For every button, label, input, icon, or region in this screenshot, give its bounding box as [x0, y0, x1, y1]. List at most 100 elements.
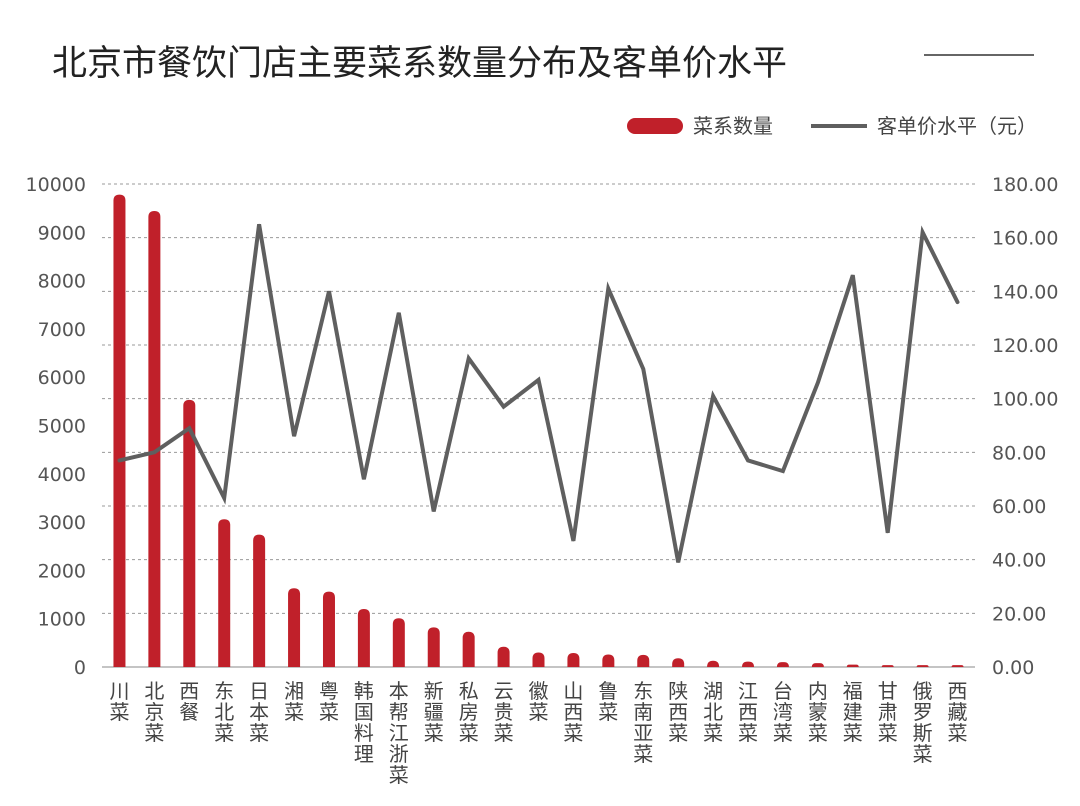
x-axis-category-label: 徽菜 [529, 679, 549, 724]
line-point [922, 231, 924, 233]
x-axis-category-label: 川菜 [110, 679, 130, 724]
bar [881, 665, 894, 667]
line-point [852, 274, 854, 276]
gridlines [102, 183, 975, 668]
left-axis-tick-label: 9000 [38, 222, 86, 244]
bar [148, 211, 161, 667]
line-point [293, 435, 295, 437]
chart-title: 北京市餐饮门店主要菜系数量分布及客单价水平 [52, 44, 787, 84]
bar [357, 609, 370, 667]
bar [427, 627, 440, 667]
left-axis-tick-label: 6000 [38, 367, 86, 389]
x-axis-category-label: 山西菜 [563, 679, 583, 745]
bar [567, 652, 580, 667]
left-axis-tick-label: 0 [74, 657, 86, 679]
x-axis-category-label: 台湾菜 [773, 679, 793, 745]
x-axis-category-label: 西藏菜 [948, 679, 968, 745]
bar [637, 654, 650, 667]
bar [776, 662, 789, 667]
bar [672, 658, 685, 667]
right-axis-tick-label: 180.00 [992, 174, 1058, 196]
legend-bar-swatch [627, 118, 683, 134]
line-point [887, 532, 889, 534]
x-axis-category-label: 北京菜 [144, 679, 164, 745]
line-point [328, 290, 330, 292]
bar [253, 534, 266, 667]
x-axis-category-label: 俄罗斯菜 [913, 679, 933, 766]
right-axis-tick-label: 100.00 [992, 389, 1058, 411]
left-axis-tick-label: 3000 [38, 512, 86, 534]
line-point [119, 459, 120, 461]
right-axis-tick-label: 0.00 [992, 657, 1034, 679]
bar [113, 194, 126, 667]
x-axis-category-label: 陕西菜 [668, 679, 688, 745]
line-point [153, 451, 155, 453]
x-axis-category-label: 新疆菜 [424, 679, 444, 745]
bar [497, 646, 510, 667]
x-axis-labels: 川菜北京菜西餐东北菜日本菜湘菜粤菜韩国料理本帮江浙菜新疆菜私房菜云贵菜徽菜山西菜… [110, 679, 968, 787]
x-axis-category-label: 湖北菜 [703, 679, 723, 745]
x-axis-category-label: 粤菜 [319, 679, 339, 724]
right-axis-tick-label: 40.00 [992, 550, 1046, 572]
x-axis-category-label: 云贵菜 [494, 679, 514, 745]
x-axis-category-label: 日本菜 [249, 679, 269, 745]
x-axis-category-label: 江西菜 [738, 679, 758, 745]
x-axis-category-label: 内蒙菜 [808, 679, 828, 745]
left-axis-tick-label: 1000 [38, 609, 86, 631]
right-axis-tick-label: 80.00 [992, 442, 1046, 464]
line-point [817, 382, 819, 384]
x-axis-category-label: 韩国料理 [354, 679, 374, 766]
x-axis-category-label: 鲁菜 [598, 679, 618, 724]
bar [183, 399, 196, 667]
line-point [607, 288, 609, 290]
line-point [782, 470, 784, 472]
right-axis-tick-label: 120.00 [992, 335, 1058, 357]
x-axis-category-label: 福建菜 [843, 679, 863, 745]
line-point [957, 301, 958, 303]
right-axis-tick-label: 140.00 [992, 281, 1058, 303]
line-point [188, 427, 190, 429]
line-series [117, 223, 960, 563]
bar [951, 665, 964, 667]
legend-line-label: 客单价水平（元） [877, 114, 1037, 138]
right-axis-tick-label: 20.00 [992, 603, 1046, 625]
legend: 菜系数量 客单价水平（元） [627, 114, 1037, 138]
bar [392, 618, 405, 667]
line-point [503, 406, 505, 408]
line-point [572, 540, 574, 542]
line-point [677, 561, 679, 563]
x-axis-category-label: 私房菜 [459, 679, 479, 745]
price-line [117, 223, 960, 563]
bar [218, 519, 231, 667]
left-axis-tick-label: 7000 [38, 319, 86, 341]
x-axis-category-label: 东北菜 [214, 679, 234, 745]
left-axis-tick-label: 10000 [26, 174, 86, 196]
x-axis-category-label: 甘肃菜 [878, 679, 898, 745]
bar [811, 663, 824, 667]
left-axis-tick-label: 5000 [38, 416, 86, 438]
bar [532, 652, 545, 667]
bar [462, 631, 475, 667]
left-axis-tick-label: 2000 [38, 560, 86, 582]
bar [322, 591, 335, 667]
left-axis-tick-label: 8000 [38, 271, 86, 293]
line-point [468, 357, 470, 359]
x-axis-category-label: 西餐 [179, 679, 199, 724]
line-point [433, 510, 435, 512]
line-point [258, 223, 260, 225]
x-axis-category-label: 本帮江浙菜 [389, 679, 409, 787]
bar [916, 665, 929, 667]
bar [288, 588, 301, 667]
x-axis-category-label: 东南亚菜 [633, 679, 653, 766]
right-axis-tick-label: 60.00 [992, 496, 1046, 518]
line-point [712, 395, 714, 397]
bar [602, 654, 615, 667]
legend-bar-label: 菜系数量 [693, 114, 773, 138]
bar [742, 661, 755, 667]
right-axis-tick-label: 160.00 [992, 228, 1058, 250]
line-point [363, 478, 365, 480]
bar [846, 664, 859, 667]
line-point [747, 459, 749, 461]
left-y-axis: 0 1000 2000 3000 4000 5000 6000 7000 8000 9000 100… [26, 174, 86, 679]
